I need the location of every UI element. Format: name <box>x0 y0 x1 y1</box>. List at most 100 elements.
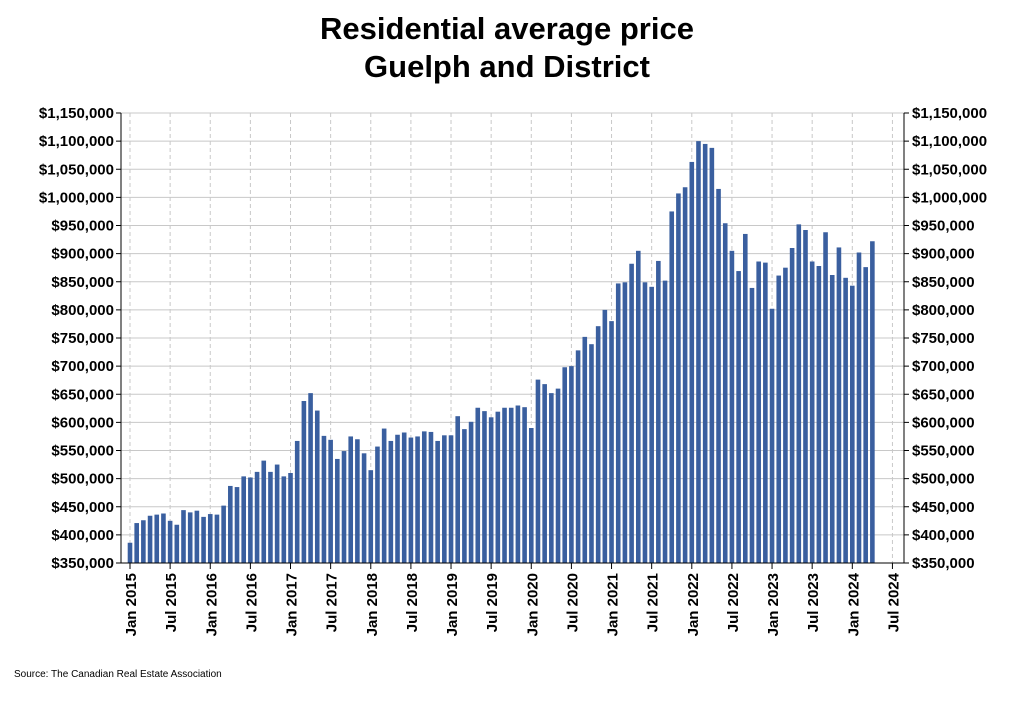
x-tick-label: Jul 2021 <box>645 573 662 632</box>
bar <box>234 487 240 563</box>
bar <box>656 260 661 563</box>
bar <box>676 193 681 563</box>
y-tick-label-right: $650,000 <box>912 386 975 403</box>
x-tick-label: Jul 2018 <box>404 573 421 632</box>
bar <box>508 407 514 563</box>
bar <box>328 439 333 563</box>
bar <box>615 283 621 563</box>
x-tick-label: Jan 2015 <box>123 573 140 636</box>
bar <box>856 252 862 563</box>
x-tick-label: Jan 2019 <box>444 573 461 636</box>
bar <box>187 512 193 563</box>
bar <box>401 432 407 563</box>
bar <box>729 250 735 563</box>
bar <box>335 458 340 563</box>
bar <box>722 223 728 563</box>
bar <box>709 147 715 563</box>
bar <box>161 513 166 563</box>
y-tick-label-right: $950,000 <box>912 218 975 235</box>
x-tick-label: Jan 2023 <box>765 573 782 636</box>
x-tick-label: Jan 2021 <box>605 573 622 636</box>
bar <box>589 344 594 563</box>
bar <box>415 436 420 563</box>
bar <box>488 417 494 563</box>
bar <box>602 309 608 563</box>
x-tick-label: Jan 2017 <box>284 573 301 636</box>
bar <box>495 411 501 563</box>
source-note: Source: The Canadian Real Estate Associa… <box>14 669 222 680</box>
bar-series <box>127 141 875 563</box>
y-axis-right-ticks: $350,000 $400,000 $450,000 $500,000 $550,000… <box>904 105 987 572</box>
bar <box>716 188 721 563</box>
bar <box>763 262 768 563</box>
bar <box>682 187 688 563</box>
y-tick-label-right: $1,000,000 <box>912 189 987 206</box>
bar <box>870 241 875 563</box>
bar <box>569 366 574 563</box>
y-tick-label-right: $900,000 <box>912 246 975 263</box>
bar <box>796 224 802 563</box>
bar <box>595 326 601 563</box>
bar <box>154 514 160 563</box>
bar <box>823 232 828 563</box>
bar <box>141 520 146 563</box>
bar <box>448 435 454 563</box>
bar <box>696 141 701 563</box>
y-tick-label-left: $1,150,000 <box>39 105 114 122</box>
bar <box>194 510 200 563</box>
bar <box>201 516 206 563</box>
bar <box>455 416 461 563</box>
bar <box>248 477 253 563</box>
x-tick-label: Jul 2020 <box>564 573 581 632</box>
y-tick-label-left: $550,000 <box>51 443 114 460</box>
bar <box>261 460 267 563</box>
bar <box>361 453 367 563</box>
bar <box>281 476 287 563</box>
x-tick-label: Jul 2023 <box>805 573 822 632</box>
bar <box>816 266 822 563</box>
bar <box>756 261 761 563</box>
bar <box>462 429 467 563</box>
y-tick-label-left: $400,000 <box>51 527 114 544</box>
y-tick-label-right: $700,000 <box>912 358 975 375</box>
x-tick-label: Jan 2022 <box>685 573 702 636</box>
bar <box>669 211 675 563</box>
x-tick-label: Jan 2020 <box>524 573 541 636</box>
bar <box>789 248 795 563</box>
bar <box>435 440 440 563</box>
bar <box>254 471 260 563</box>
y-tick-label-left: $350,000 <box>51 555 114 572</box>
bar <box>214 514 220 563</box>
bar <box>268 471 273 563</box>
y-tick-label-right: $850,000 <box>912 274 975 291</box>
x-tick-label: Jul 2019 <box>484 573 501 632</box>
y-tick-label-left: $450,000 <box>51 499 114 516</box>
bar <box>689 161 695 563</box>
bar <box>629 263 634 563</box>
y-tick-label-left: $800,000 <box>51 302 114 319</box>
bar <box>736 271 741 563</box>
y-tick-label-right: $600,000 <box>912 414 975 431</box>
bar <box>609 321 614 563</box>
bar <box>428 431 434 563</box>
bar <box>850 285 855 563</box>
bar <box>147 515 153 563</box>
bar <box>368 470 374 563</box>
bar <box>241 476 246 563</box>
x-tick-label: Jul 2022 <box>725 573 742 632</box>
y-tick-label-right: $400,000 <box>912 527 975 544</box>
chart-title: Residential average price Guelph and Dis… <box>0 10 1014 86</box>
y-tick-label-left: $1,100,000 <box>39 133 114 150</box>
bar <box>348 436 354 563</box>
y-tick-label-right: $800,000 <box>912 302 975 319</box>
bar <box>408 437 414 563</box>
x-tick-label: Jan 2016 <box>203 573 220 636</box>
bar <box>294 440 300 563</box>
bar <box>134 523 139 563</box>
y-tick-label-left: $900,000 <box>51 246 114 263</box>
bar <box>482 411 487 563</box>
bar <box>843 277 848 563</box>
bar <box>174 524 180 563</box>
bar <box>776 275 782 563</box>
bar <box>836 247 842 563</box>
